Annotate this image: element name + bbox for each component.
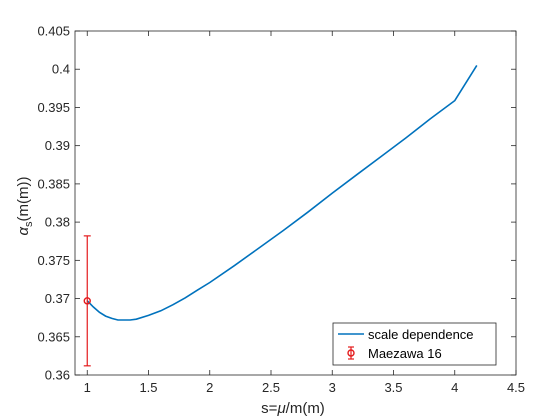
y-axis-label: αs(m(m)) <box>15 176 35 235</box>
x-axis-label: s=μ/m(m) <box>261 400 325 417</box>
y-axis-label-rest: (m(m)) <box>15 176 32 221</box>
plot-area <box>74 30 517 376</box>
y-tick-label: 0.365 <box>37 329 70 344</box>
y-tick-label: 0.405 <box>37 24 70 39</box>
x-tick-label: 3 <box>329 380 336 395</box>
y-axis-ticks: 0.360.3650.370.3750.380.3850.390.3950.40… <box>37 24 516 383</box>
data-point-marker <box>83 297 91 305</box>
legend-marker-maezawa <box>347 346 355 360</box>
legend-label-maezawa: Maezawa 16 <box>368 346 442 361</box>
legend-label-scale-dependence: scale dependence <box>368 327 474 342</box>
x-axis-label-mu: μ <box>276 400 285 417</box>
y-tick-label: 0.39 <box>45 138 70 153</box>
y-tick-label: 0.395 <box>37 100 70 115</box>
y-axis-label-main: α <box>15 227 32 236</box>
x-tick-label: 2 <box>206 380 213 395</box>
plot-frame <box>74 30 517 376</box>
x-tick-label: 3.5 <box>384 380 402 395</box>
x-axis-label-post: /m(m) <box>286 400 325 417</box>
legend-box <box>332 322 497 366</box>
x-tick-label: 2.5 <box>262 380 280 395</box>
x-tick-label: 1 <box>84 380 91 395</box>
y-tick-label: 0.38 <box>45 215 70 230</box>
y-tick-label: 0.37 <box>45 291 70 306</box>
x-tick-label: 4 <box>451 380 458 395</box>
x-tick-label: 1.5 <box>139 380 157 395</box>
series-line-scale-dependence <box>86 64 478 321</box>
series-layer <box>83 64 478 367</box>
y-tick-label: 0.36 <box>45 368 70 383</box>
y-tick-label: 0.385 <box>37 176 70 191</box>
y-axis-label-sub: s <box>23 221 35 227</box>
x-axis-label-pre: s= <box>261 400 278 417</box>
legend: scale dependence Maezawa 16 <box>332 322 497 366</box>
y-tick-label: 0.375 <box>37 253 70 268</box>
y-tick-label: 0.4 <box>52 62 70 77</box>
x-tick-label: 4.5 <box>507 380 525 395</box>
errorbar-point-maezawa-16 <box>83 235 91 367</box>
x-axis-ticks: 1 1.5 2 2.5 3 3.5 4 4.5 <box>84 31 525 395</box>
